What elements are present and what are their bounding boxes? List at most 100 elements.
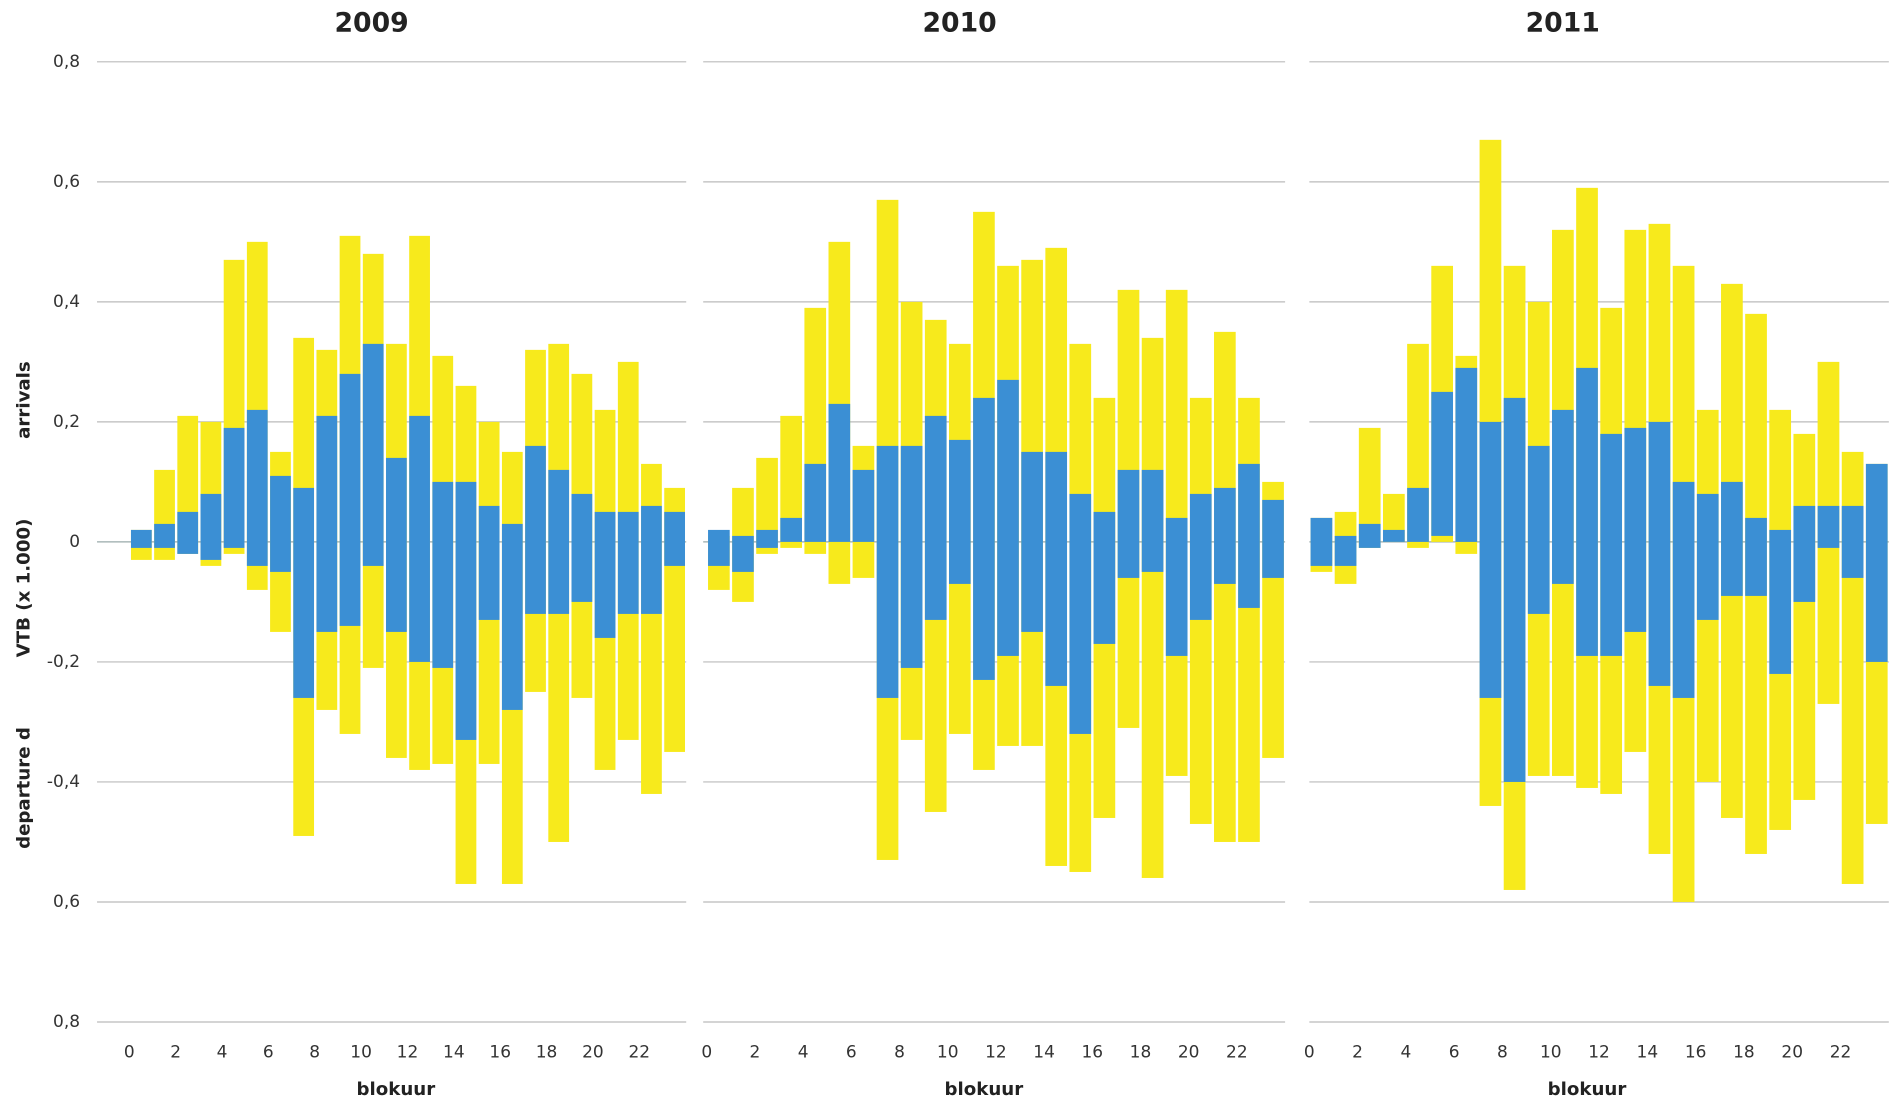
bar bbox=[1334, 535, 1357, 566]
bar bbox=[1045, 451, 1068, 686]
bar bbox=[1455, 367, 1478, 542]
bar bbox=[1865, 463, 1888, 662]
bar bbox=[455, 481, 477, 740]
y-tick-label: 0 bbox=[69, 532, 80, 552]
x-tick-label: 12 bbox=[985, 1042, 1007, 1062]
bar bbox=[1624, 427, 1647, 632]
bar bbox=[525, 445, 546, 614]
bar bbox=[154, 523, 175, 548]
x-axis-label: blokuur bbox=[1548, 1079, 1627, 1100]
x-tick-label: 10 bbox=[937, 1042, 959, 1062]
bar bbox=[1214, 331, 1236, 842]
x-tick-label: 12 bbox=[397, 1042, 419, 1062]
bar bbox=[1117, 469, 1140, 578]
bar bbox=[876, 445, 899, 698]
y-tick-label: 0,4 bbox=[53, 292, 80, 312]
bar bbox=[924, 415, 947, 620]
x-tick-label: 0 bbox=[124, 1042, 135, 1062]
x-tick-label: 20 bbox=[1178, 1042, 1200, 1062]
x-tick-label: 14 bbox=[1033, 1042, 1055, 1062]
x-tick-label: 16 bbox=[1081, 1042, 1103, 1062]
x-tick-label: 20 bbox=[1781, 1042, 1803, 1062]
x-axis-label: blokuur bbox=[945, 1079, 1024, 1100]
x-tick-label: 18 bbox=[536, 1042, 558, 1062]
chart-title: 2011 bbox=[1526, 8, 1600, 39]
x-tick-label: 6 bbox=[846, 1042, 857, 1062]
bar bbox=[293, 487, 315, 698]
bar bbox=[997, 379, 1019, 656]
bar bbox=[1238, 463, 1260, 608]
x-tick-label: 22 bbox=[629, 1042, 651, 1062]
bar bbox=[501, 523, 523, 710]
x-tick-label: 4 bbox=[798, 1042, 809, 1062]
bar bbox=[246, 409, 268, 566]
bar bbox=[386, 457, 407, 632]
y-tick-label: 0,8 bbox=[53, 1012, 80, 1032]
bar bbox=[1769, 529, 1792, 674]
bar bbox=[1069, 493, 1092, 734]
bar bbox=[316, 415, 338, 632]
x-tick-label: 18 bbox=[1733, 1042, 1755, 1062]
bar bbox=[852, 469, 875, 542]
bar bbox=[900, 445, 923, 668]
bar bbox=[1576, 367, 1598, 656]
bar bbox=[780, 415, 802, 548]
bar bbox=[1310, 517, 1333, 566]
x-tick-label: 10 bbox=[350, 1042, 372, 1062]
bar bbox=[1600, 433, 1623, 656]
chart-title: 2010 bbox=[922, 8, 996, 39]
y-tick-label: 0,8 bbox=[53, 52, 80, 72]
bar bbox=[1358, 427, 1381, 548]
y-axis-label: arrivals bbox=[13, 361, 34, 439]
x-tick-label: 6 bbox=[263, 1042, 274, 1062]
bar bbox=[1189, 493, 1212, 620]
bar bbox=[617, 511, 639, 614]
x-tick-label: 2 bbox=[1352, 1042, 1363, 1062]
x-axis-label: blokuur bbox=[357, 1079, 436, 1100]
y-tick-label: -0,2 bbox=[47, 652, 80, 672]
x-tick-label: 16 bbox=[1685, 1042, 1707, 1062]
bar bbox=[1093, 511, 1116, 644]
bar bbox=[1214, 487, 1236, 584]
bar bbox=[1552, 409, 1574, 584]
bar bbox=[1503, 397, 1526, 782]
bar bbox=[1141, 469, 1164, 572]
bar bbox=[223, 427, 245, 548]
bar bbox=[200, 493, 222, 560]
x-tick-label: 6 bbox=[1449, 1042, 1460, 1062]
bar bbox=[804, 463, 827, 542]
bar bbox=[571, 493, 593, 602]
bar bbox=[1358, 523, 1381, 548]
bar bbox=[177, 511, 199, 554]
bar bbox=[973, 397, 995, 680]
bar bbox=[1431, 391, 1454, 536]
x-tick-label: 18 bbox=[1130, 1042, 1152, 1062]
bar bbox=[948, 439, 971, 584]
bar bbox=[432, 481, 454, 668]
bar bbox=[1407, 487, 1429, 542]
bar bbox=[1745, 517, 1767, 596]
y-tick-label: -0,4 bbox=[47, 772, 80, 792]
x-tick-label: 8 bbox=[1497, 1042, 1508, 1062]
bar bbox=[1479, 421, 1502, 698]
bar bbox=[1721, 481, 1743, 596]
x-tick-label: 14 bbox=[1637, 1042, 1659, 1062]
x-tick-label: 2 bbox=[750, 1042, 761, 1062]
x-tick-label: 0 bbox=[701, 1042, 712, 1062]
bar bbox=[362, 343, 384, 566]
chart-title: 2009 bbox=[335, 8, 409, 39]
bar bbox=[548, 469, 570, 614]
bar bbox=[828, 403, 851, 542]
x-tick-label: 22 bbox=[1830, 1042, 1852, 1062]
bar bbox=[780, 517, 802, 542]
bar bbox=[409, 415, 430, 662]
bar bbox=[1165, 517, 1188, 656]
bar bbox=[1262, 499, 1284, 578]
bar bbox=[270, 475, 291, 572]
x-tick-label: 4 bbox=[1400, 1042, 1411, 1062]
bar bbox=[1527, 445, 1550, 614]
y-axis-label: departure d bbox=[13, 727, 34, 849]
y-tick-label: 0,6 bbox=[53, 172, 80, 192]
bar bbox=[1817, 505, 1840, 548]
bar bbox=[641, 505, 662, 614]
